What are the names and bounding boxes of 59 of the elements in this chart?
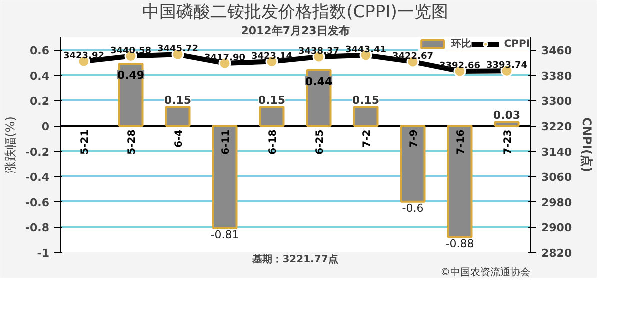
data-label: 3438.37 xyxy=(298,46,340,57)
data-label: 3443.41 xyxy=(346,45,387,56)
data-label: 0.03 xyxy=(493,109,521,122)
y-tick-label: 0.4 xyxy=(30,70,50,83)
x-tick-label: 5-28 xyxy=(127,130,138,155)
y-tick-label: -1 xyxy=(37,247,50,260)
text: 基期：3221.77点 xyxy=(252,254,338,266)
y2-tick-label: 3140 xyxy=(542,146,572,159)
data-label: 0.49 xyxy=(117,69,145,82)
y2-axis-title: CNPI(点) xyxy=(580,117,594,173)
x-tick-label: 5-21 xyxy=(80,130,91,155)
bar xyxy=(353,106,379,128)
data-label: 3423.92 xyxy=(64,52,105,62)
y2-tick-label: 3460 xyxy=(542,44,572,58)
x-tick-label: 7-9 xyxy=(409,130,420,148)
x-tick-label: 7-16 xyxy=(456,130,467,155)
chart-subtitle: 2012年7月23日发布 xyxy=(241,24,350,38)
data-label: 3393.74 xyxy=(486,61,528,72)
data-label: -0.88 xyxy=(446,238,474,251)
y2-tick-label: 3300 xyxy=(542,95,572,108)
y-tick-label: -0.8 xyxy=(25,222,50,235)
bar xyxy=(259,106,285,128)
y-tick-label: 0.2 xyxy=(30,95,50,108)
y2-tick-label: 2980 xyxy=(542,196,572,210)
x-tick-label: 6-11 xyxy=(221,130,232,155)
y-axis-title: 涨跌幅(%) xyxy=(3,116,18,174)
legend-label: CPPI xyxy=(504,38,530,50)
x-tick-label: 6-18 xyxy=(268,130,279,155)
data-label: -0.81 xyxy=(210,228,240,242)
bar xyxy=(165,106,191,128)
data-label: 0.15 xyxy=(352,94,380,108)
y-tick-label: 0 xyxy=(42,120,50,134)
y-tick-label: -0.6 xyxy=(25,196,50,210)
y-tick-label: -0.2 xyxy=(25,146,50,159)
y2-tick-label: 2900 xyxy=(542,222,572,235)
x-tick-label: 6-25 xyxy=(315,130,326,155)
legend-label: 环比 xyxy=(451,38,472,51)
data-label: -0.6 xyxy=(402,202,424,216)
x-tick-label: 7-2 xyxy=(362,130,373,148)
data-label: 3440.58 xyxy=(110,46,152,56)
y2-tick-label: 3380 xyxy=(542,70,572,83)
data-label: 0.44 xyxy=(305,75,333,88)
x-tick-label: 7-23 xyxy=(503,130,514,155)
data-label: 0.15 xyxy=(164,94,192,108)
data-label: 3423.14 xyxy=(252,52,293,62)
x-tick-label: 6-4 xyxy=(174,130,185,148)
y-tick-label: -0.4 xyxy=(25,171,50,184)
y2-tick-label: 3220 xyxy=(542,120,572,134)
data-label: 3445.72 xyxy=(158,44,199,55)
bar xyxy=(400,125,426,203)
bar xyxy=(212,125,238,230)
y2-tick-label: 3060 xyxy=(542,171,572,184)
text: ©中国农资流通协会 xyxy=(440,266,530,278)
y-tick-label: 0.6 xyxy=(30,44,50,58)
chart-title: 中国磷酸二铵批发价格指数(CPPI)一览图 xyxy=(142,2,448,22)
bar xyxy=(447,125,473,238)
bar xyxy=(494,121,520,128)
data-label: 0.15 xyxy=(258,94,286,108)
y2-tick-label: 2820 xyxy=(542,247,572,260)
